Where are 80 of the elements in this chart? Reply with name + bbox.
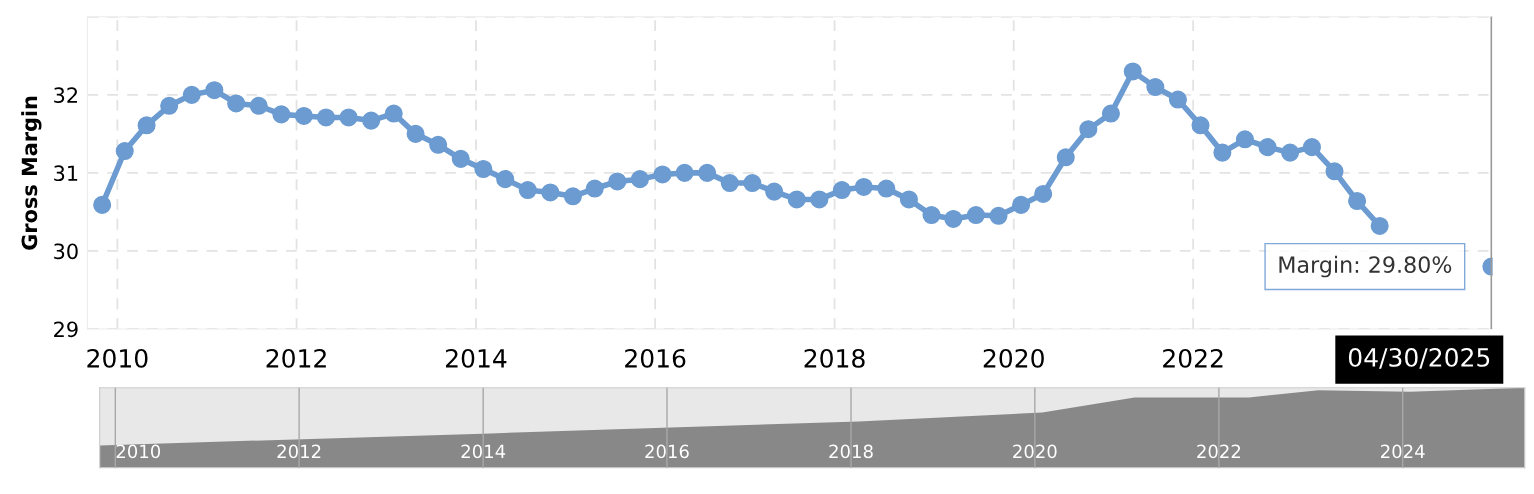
point bbox=[1101, 104, 1120, 123]
point bbox=[630, 170, 649, 189]
x-tick-label: 2018 bbox=[829, 444, 873, 459]
point bbox=[1213, 143, 1232, 162]
point bbox=[1302, 138, 1321, 157]
point bbox=[1168, 90, 1187, 109]
point bbox=[541, 183, 560, 202]
point bbox=[608, 172, 627, 191]
x-tick-label: 2020 bbox=[983, 348, 1044, 368]
x-tick-label: 2012 bbox=[277, 444, 321, 459]
point bbox=[1281, 143, 1300, 162]
point bbox=[249, 96, 268, 115]
x-tick-label: 2022 bbox=[1197, 444, 1241, 459]
point bbox=[362, 111, 381, 130]
x-tick-label: 2014 bbox=[461, 444, 506, 459]
x-tick-label: 2012 bbox=[266, 348, 326, 368]
point bbox=[899, 190, 918, 209]
x-tick-label: 2016 bbox=[645, 444, 689, 459]
point bbox=[854, 177, 873, 196]
y-tick-label: 31 bbox=[54, 165, 78, 182]
point bbox=[1034, 184, 1053, 204]
point bbox=[137, 116, 156, 135]
x-tick-label: 2014 bbox=[445, 348, 507, 368]
point bbox=[787, 190, 806, 209]
point bbox=[1325, 162, 1344, 181]
point bbox=[922, 206, 941, 225]
y-axis-title: Gross Margin bbox=[21, 96, 42, 250]
x-tick-label: 2018 bbox=[804, 348, 865, 368]
point bbox=[1079, 120, 1098, 139]
point bbox=[205, 81, 224, 100]
x-tick-label: 2022 bbox=[1163, 348, 1223, 368]
point bbox=[1235, 130, 1254, 149]
point bbox=[675, 163, 694, 182]
point bbox=[294, 106, 313, 125]
point bbox=[989, 206, 1008, 225]
point bbox=[518, 181, 537, 200]
point bbox=[698, 163, 717, 182]
y-tick-label: 30 bbox=[54, 243, 78, 260]
point bbox=[1348, 191, 1367, 211]
point bbox=[115, 142, 134, 161]
point bbox=[653, 165, 672, 184]
point bbox=[182, 85, 201, 104]
y-tick-label: 32 bbox=[54, 87, 78, 104]
point bbox=[316, 108, 336, 127]
x-tick-label: 2010 bbox=[116, 444, 161, 459]
point bbox=[585, 179, 604, 198]
point bbox=[227, 94, 246, 113]
point bbox=[272, 105, 291, 124]
point bbox=[406, 124, 425, 143]
point bbox=[339, 108, 358, 127]
point bbox=[563, 187, 582, 206]
y-tick-label: 29 bbox=[54, 321, 78, 338]
point bbox=[1191, 116, 1210, 135]
point bbox=[429, 135, 448, 154]
point bbox=[1370, 216, 1389, 236]
point bbox=[474, 159, 493, 179]
ref-line-label: 04/30/2025 bbox=[1348, 347, 1490, 369]
x-tick-label: 2024 bbox=[1381, 444, 1425, 459]
point bbox=[160, 96, 179, 115]
point bbox=[496, 170, 515, 189]
annotation: Margin: 29.80% bbox=[1279, 255, 1452, 278]
point bbox=[877, 179, 896, 198]
point bbox=[743, 174, 762, 193]
point bbox=[810, 190, 829, 209]
point bbox=[832, 181, 851, 200]
point bbox=[1258, 138, 1277, 157]
point bbox=[720, 174, 739, 193]
point bbox=[1056, 148, 1075, 167]
point bbox=[966, 206, 985, 225]
point bbox=[384, 104, 403, 123]
point bbox=[1146, 78, 1165, 97]
point bbox=[765, 182, 784, 201]
x-tick-label: 2020 bbox=[1013, 444, 1057, 459]
x-tick-label: 2016 bbox=[625, 348, 686, 368]
x-tick-label: 2010 bbox=[87, 348, 148, 368]
point bbox=[93, 195, 112, 214]
point bbox=[1012, 195, 1031, 214]
point bbox=[451, 149, 470, 168]
point bbox=[1123, 62, 1142, 81]
point bbox=[944, 209, 963, 228]
